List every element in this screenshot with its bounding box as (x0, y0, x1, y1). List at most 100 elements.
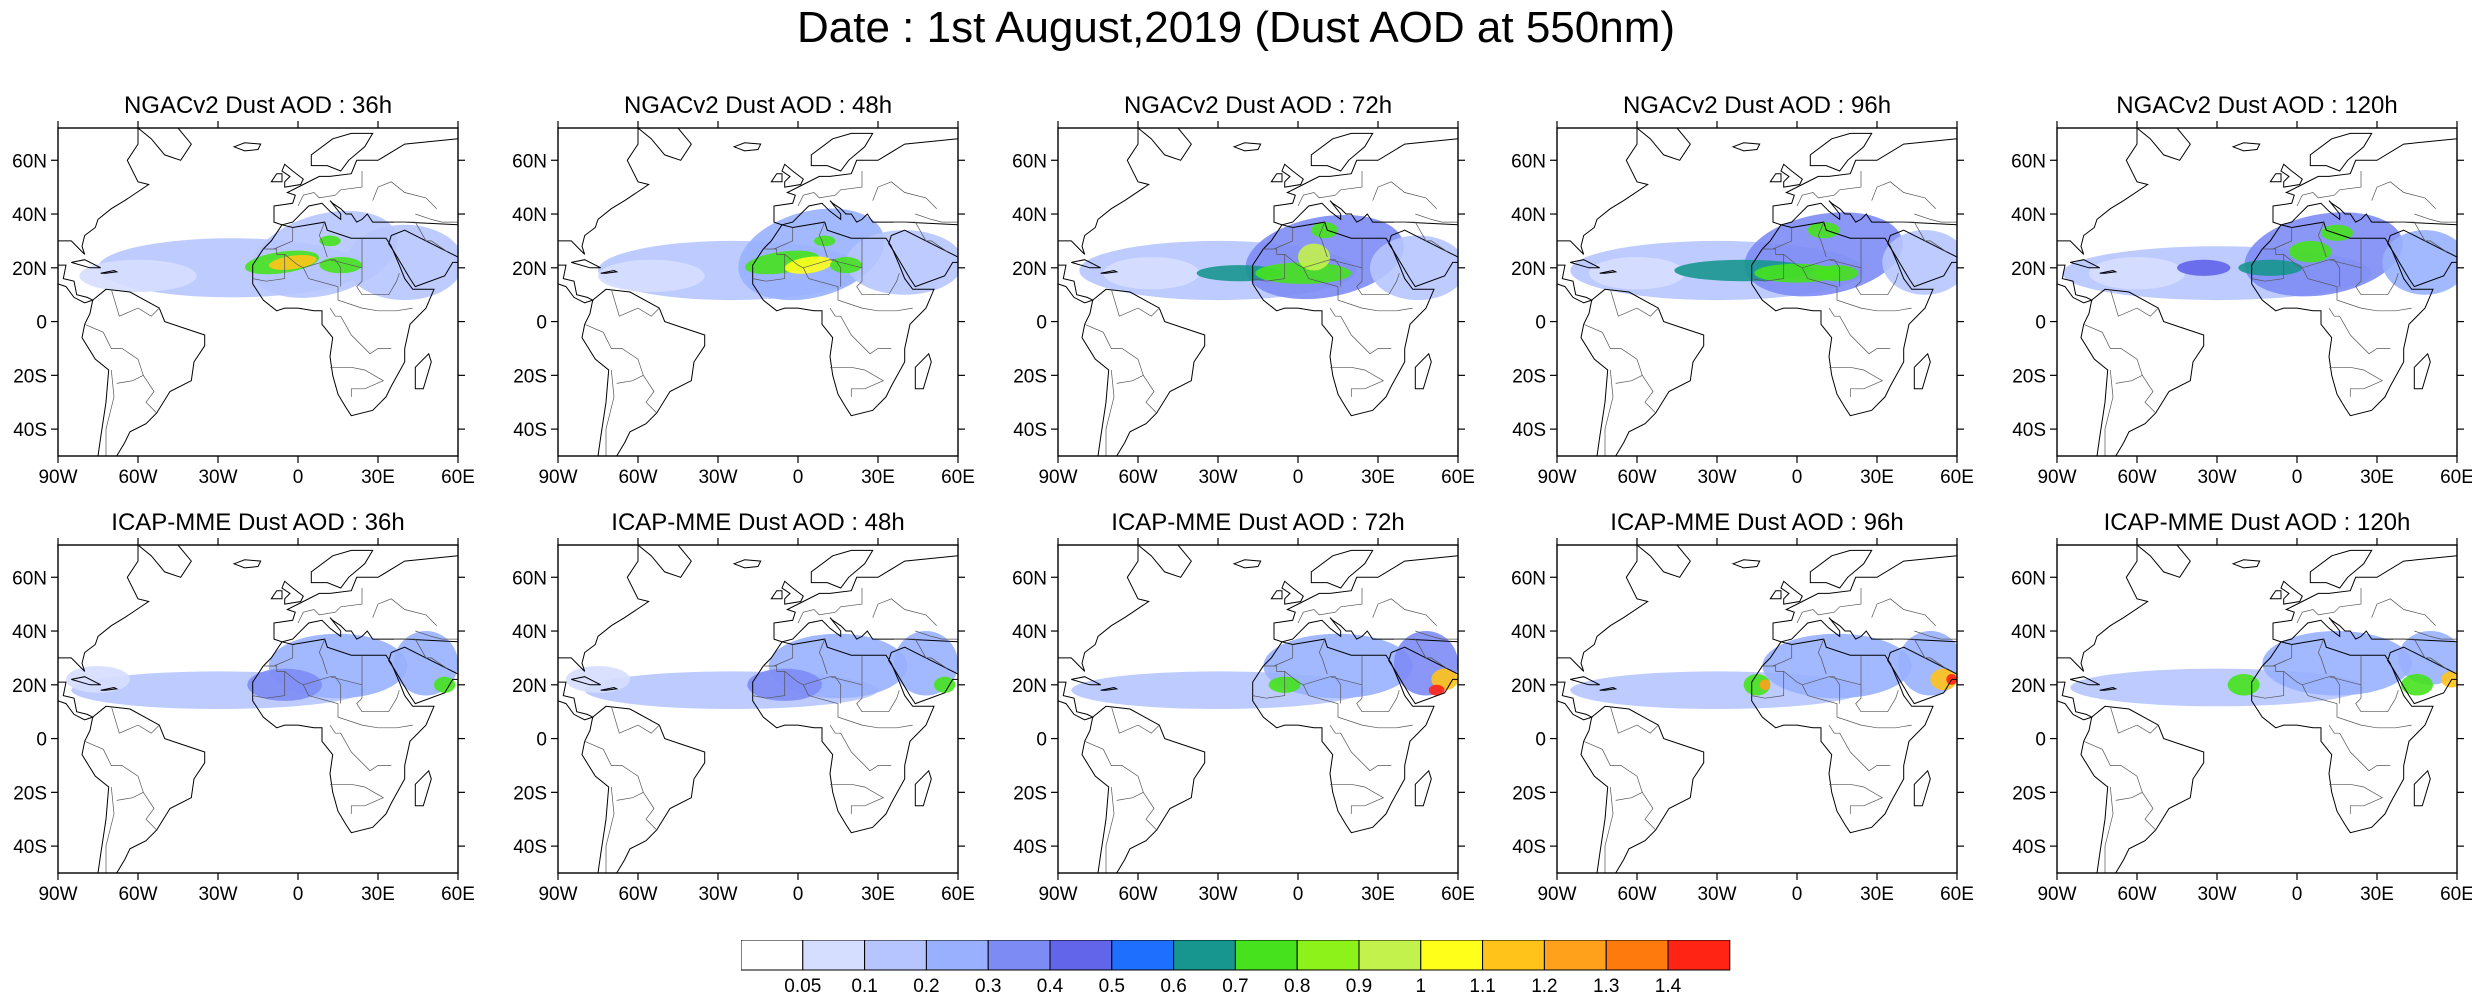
lat-tick-label: 60N (2011, 151, 2046, 172)
aod-plume (1431, 668, 1458, 691)
country-border (1817, 638, 1827, 675)
colorbar-swatch (1049, 940, 1113, 971)
lat-tick-label: 0 (2035, 313, 2046, 334)
coastline-madagascar (914, 769, 932, 807)
lat-tick-label: 60N (1012, 568, 1047, 589)
colorbar-label: 0.2 (913, 976, 939, 996)
coastline-scandinavia (1310, 549, 1374, 589)
lat-tick-label: 0 (1036, 313, 1047, 334)
country-border (1318, 638, 1328, 675)
coastline-britain (2280, 163, 2303, 188)
lon-tick-label: 60E (2440, 884, 2472, 905)
aod-plume (346, 224, 458, 301)
coastline-arabia (2387, 646, 2457, 705)
country-border (2109, 706, 2159, 734)
lat-tick-label: 20S (1013, 783, 1047, 804)
coastline-iceland (1731, 142, 1761, 152)
aod-plume (434, 676, 456, 693)
lon-tick-label: 90W (1038, 884, 1077, 905)
panel-title: NGACv2 Dust AOD : 96h (1622, 92, 1892, 119)
lat-tick-label: 0 (1036, 730, 1047, 751)
country-border (1426, 657, 1448, 669)
coastline-madagascar (1913, 769, 1931, 807)
country-border (143, 792, 157, 831)
lat-tick-label: 20N (1012, 259, 1047, 280)
colorbar-swatch (1234, 940, 1298, 971)
coastline-greenland (1137, 545, 1192, 578)
colorbar-swatch (1420, 940, 1484, 971)
lon-tick-label: 30W (1198, 884, 1237, 905)
coastline-northAmerica (58, 128, 150, 255)
lon-tick-label: 60W (118, 467, 157, 488)
panel-title: ICAP-MME Dust AOD : 96h (1610, 509, 1904, 536)
country-border (1273, 644, 1294, 667)
country-border (1828, 307, 1891, 355)
lat-tick-label: 0 (2035, 730, 2046, 751)
country-border (1801, 267, 1912, 312)
lat-tick-label: 40N (512, 622, 547, 643)
coastline-northAmerica (558, 128, 650, 255)
dust-aod-map: 90W 60W 30W 0 30E 60E 60N 40N 20N 0 20S 40S (1511, 121, 1974, 488)
aod-plume (1930, 668, 1957, 691)
country-border (1263, 655, 1363, 686)
aod-plume (846, 230, 958, 295)
country-border (1604, 369, 1614, 456)
country-border (872, 598, 937, 626)
aod-plume (1263, 633, 1413, 699)
coastline-arabia (1887, 646, 1957, 705)
aod-plume (814, 235, 836, 247)
country-border (2251, 254, 2285, 282)
country-border (1829, 783, 1884, 814)
country-border (643, 375, 657, 414)
coastline-britain (281, 580, 304, 605)
coastline-europe (773, 555, 958, 643)
coastline-africa (252, 638, 435, 834)
coastline-madagascar (2413, 352, 2431, 390)
country-border (2104, 786, 2114, 873)
coastline-africa (2251, 638, 2434, 834)
coastline-northAmerica (58, 545, 150, 672)
colorbar-label: 0.6 (1160, 976, 1186, 996)
country-border (2142, 375, 2156, 414)
map-frame (2056, 127, 2458, 457)
country-border (329, 724, 392, 772)
country-border (2317, 638, 2327, 675)
lon-tick-label: 60W (118, 884, 157, 905)
country-border (1829, 676, 1841, 704)
colorbar-label: 0.9 (1346, 976, 1372, 996)
coastline-northAmerica (1058, 128, 1150, 255)
lat-tick-label: 40N (1511, 205, 1546, 226)
country-border (1925, 240, 1947, 252)
country-border (415, 630, 458, 640)
coastline-europe (2272, 138, 2457, 226)
panel-title: ICAP-MME Dust AOD : 72h (1111, 509, 1405, 536)
colorbar-label: 1.4 (1655, 976, 1682, 996)
aod-plume (319, 235, 341, 247)
coastline-greenland (637, 545, 692, 578)
lat-tick-label: 20S (2012, 366, 2046, 387)
lat-tick-label: 60N (1511, 568, 1546, 589)
lat-tick-label: 40S (1512, 420, 1546, 441)
country-border (2083, 323, 2143, 384)
lat-tick-label: 0 (1535, 313, 1546, 334)
coastline-hispaniola (600, 686, 619, 691)
country-border (1297, 588, 1363, 624)
colorbar-label: 1.1 (1469, 976, 1495, 996)
coastline-africa (2251, 221, 2434, 417)
country-border (1426, 240, 1448, 252)
coastline-scandinavia (310, 549, 374, 589)
country-border (830, 676, 842, 704)
country-border (1084, 740, 1144, 801)
map-frame (1556, 544, 1958, 874)
country-border (1925, 657, 1947, 669)
country-border (1796, 171, 1862, 207)
lat-tick-label: 20N (1511, 676, 1546, 697)
country-border (802, 684, 913, 729)
coastline-africa (1252, 221, 1435, 417)
country-border (830, 366, 885, 397)
dust-aod-map: 90W 60W 30W 0 30E 60E 60N 40N 20N 0 20S 40S (2011, 121, 2472, 488)
coastline-southAmerica (81, 705, 206, 873)
country-border (894, 221, 927, 242)
coastline-northAmerica (2057, 545, 2149, 672)
panel-title: NGACv2 Dust AOD : 48h (623, 92, 893, 119)
